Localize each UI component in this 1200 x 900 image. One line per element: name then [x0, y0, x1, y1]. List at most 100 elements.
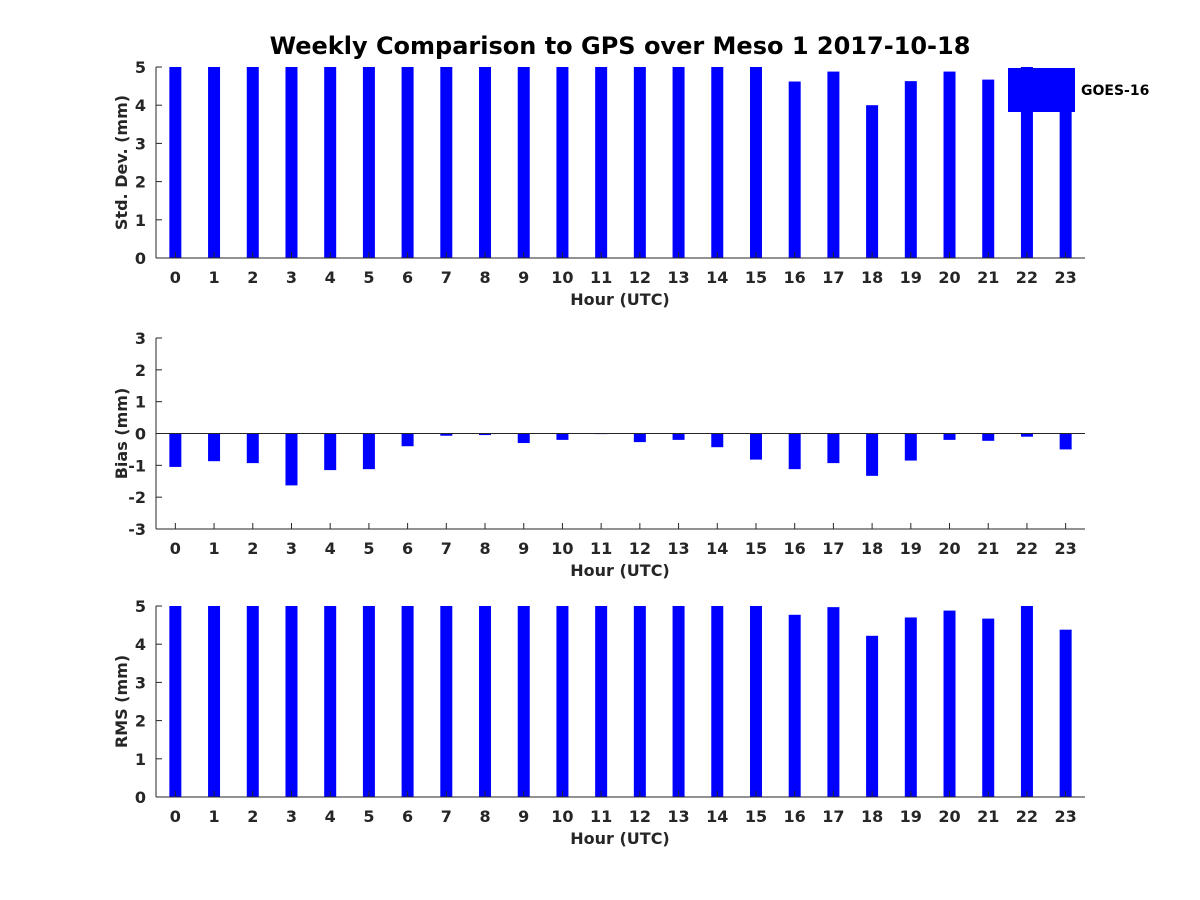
std-dev-bar-7 — [440, 67, 453, 258]
bias-ylabel: Bias (mm) — [112, 388, 131, 480]
std-dev-bar-2 — [246, 67, 259, 258]
chart-title: Weekly Comparison to GPS over Meso 1 201… — [270, 32, 971, 60]
std-dev-bar-23 — [1059, 109, 1072, 259]
bias-xtick-label: 8 — [479, 539, 490, 558]
rms-xtick-label: 13 — [667, 807, 689, 826]
bias-xtick-label: 6 — [402, 539, 413, 558]
rms-xtick-label: 20 — [938, 807, 960, 826]
bias-xtick-label: 7 — [441, 539, 452, 558]
rms-bar-7 — [440, 606, 453, 797]
std-dev-ylabel: Std. Dev. (mm) — [112, 95, 131, 230]
rms-bar-20 — [943, 610, 956, 797]
std-dev-xtick-label: 6 — [402, 268, 413, 287]
bias-xtick-label: 17 — [822, 539, 844, 558]
std-dev-bar-16 — [788, 81, 801, 259]
bias-xtick-label: 12 — [629, 539, 651, 558]
bias-xtick-label: 15 — [745, 539, 767, 558]
bias-xtick-label: 0 — [170, 539, 181, 558]
std-dev-xtick-label: 0 — [170, 268, 181, 287]
std-dev-bar-3 — [285, 67, 298, 258]
std-dev-xlabel: Hour (UTC) — [570, 290, 670, 309]
rms-xtick-label: 9 — [518, 807, 529, 826]
rms-bar-6 — [401, 606, 414, 797]
rms-xtick-label: 10 — [551, 807, 573, 826]
rms-xtick-label: 18 — [861, 807, 883, 826]
rms-xtick-label: 23 — [1055, 807, 1077, 826]
std-dev-xtick-label: 16 — [784, 268, 806, 287]
rms-xtick-label: 12 — [629, 807, 651, 826]
bias-xtick-label: 23 — [1055, 539, 1077, 558]
bias-xtick-label: 14 — [706, 539, 728, 558]
std-dev-bar-13 — [672, 67, 685, 258]
rms-ytick-label: 2 — [135, 712, 146, 731]
rms-bar-8 — [479, 606, 492, 797]
bias-bar-7 — [440, 433, 453, 436]
std-dev-bar-8 — [479, 67, 492, 258]
std-dev-xtick-label: 2 — [247, 268, 258, 287]
bias-xtick-label: 9 — [518, 539, 529, 558]
bias-bar-23 — [1059, 433, 1072, 450]
rms-xtick-label: 8 — [479, 807, 490, 826]
std-dev-bar-22 — [1020, 67, 1033, 258]
std-dev-xtick-label: 10 — [551, 268, 573, 287]
std-dev-xtick-label: 22 — [1016, 268, 1038, 287]
bias-ytick-label: 0 — [135, 425, 146, 444]
bias-ytick-label: -2 — [128, 488, 146, 507]
bias-xtick-label: 13 — [667, 539, 689, 558]
rms-xtick-label: 15 — [745, 807, 767, 826]
bias-ytick-label: 1 — [135, 393, 146, 412]
rms-ytick-label: 1 — [135, 750, 146, 769]
std-dev-bar-21 — [982, 79, 995, 258]
bias-xtick-label: 11 — [590, 539, 612, 558]
bias-xtick-label: 1 — [208, 539, 219, 558]
bias-bar-10 — [556, 433, 569, 440]
std-dev-xtick-label: 23 — [1055, 268, 1077, 287]
std-dev-ytick-label: 1 — [135, 211, 146, 230]
rms-ytick-label: 0 — [135, 788, 146, 807]
std-dev-xtick-label: 14 — [706, 268, 728, 287]
bias-bar-6 — [401, 433, 414, 447]
std-dev-bar-4 — [324, 67, 337, 258]
rms-bar-21 — [982, 618, 995, 797]
std-dev-bar-19 — [904, 81, 917, 258]
std-dev-bar-18 — [866, 105, 879, 258]
std-dev-bar-1 — [208, 67, 221, 258]
bias-bar-1 — [208, 433, 221, 462]
std-dev-ytick-label: 2 — [135, 173, 146, 192]
std-dev-xtick-label: 21 — [977, 268, 999, 287]
std-dev-ytick-label: 5 — [135, 58, 146, 77]
bias-xtick-label: 22 — [1016, 539, 1038, 558]
std-dev-xtick-label: 9 — [518, 268, 529, 287]
rms-xtick-label: 6 — [402, 807, 413, 826]
legend-swatch — [1008, 68, 1075, 112]
rms-xtick-label: 21 — [977, 807, 999, 826]
rms-ytick-label: 3 — [135, 673, 146, 692]
bias-xlabel: Hour (UTC) — [570, 561, 670, 580]
bias-bar-4 — [324, 433, 337, 471]
rms-bar-12 — [633, 606, 646, 797]
std-dev-xtick-label: 5 — [363, 268, 374, 287]
rms-bar-4 — [324, 606, 337, 797]
rms-bar-16 — [788, 614, 801, 797]
rms-xtick-label: 16 — [784, 807, 806, 826]
std-dev-bar-20 — [943, 71, 956, 258]
rms-xtick-label: 14 — [706, 807, 728, 826]
bias-xtick-label: 19 — [900, 539, 922, 558]
rms-ylabel: RMS (mm) — [112, 655, 131, 748]
rms-bar-1 — [208, 606, 221, 797]
std-dev-xtick-label: 18 — [861, 268, 883, 287]
std-dev-xtick-label: 7 — [441, 268, 452, 287]
std-dev-bar-12 — [633, 67, 646, 258]
std-dev-bar-10 — [556, 67, 569, 258]
rms-bar-0 — [169, 606, 182, 797]
legend-label: GOES-16 — [1081, 83, 1149, 99]
bias-xtick-label: 5 — [363, 539, 374, 558]
rms-bar-2 — [246, 606, 259, 797]
bias-xtick-label: 2 — [247, 539, 258, 558]
rms-xlabel: Hour (UTC) — [570, 829, 670, 848]
rms-bar-23 — [1059, 629, 1072, 797]
bias-bar-8 — [479, 433, 492, 436]
bias-xtick-label: 10 — [551, 539, 573, 558]
